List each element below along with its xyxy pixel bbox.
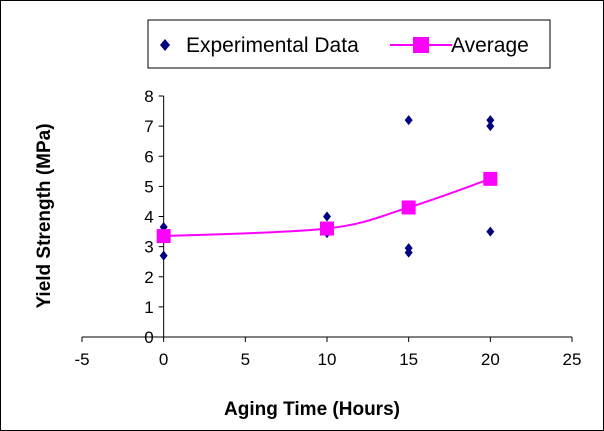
average-point xyxy=(483,171,498,186)
experimental-point xyxy=(486,226,495,237)
y-tick-label: 2 xyxy=(144,268,153,287)
plot-area: -5 0 5 10 15 20 25 0 1 2 3 4 5 6 7 8 xyxy=(74,87,581,369)
x-tick-label: 20 xyxy=(481,350,500,369)
y-tick-label: 1 xyxy=(144,298,153,317)
y-axis-title: Yield Strength (MPa) xyxy=(34,123,55,308)
legend-square-marker xyxy=(413,37,429,53)
x-tick-label: 0 xyxy=(159,350,168,369)
experimental-point xyxy=(404,247,413,258)
x-tick-label: 5 xyxy=(241,350,250,369)
x-tick-group: -5 0 5 10 15 20 25 xyxy=(74,337,581,369)
x-tick-label: -5 xyxy=(74,350,89,369)
legend-label-experimental: Experimental Data xyxy=(186,34,359,57)
experimental-point xyxy=(404,115,413,126)
experimental-point xyxy=(159,250,168,261)
y-tick-label: 3 xyxy=(144,238,153,257)
average-series-line xyxy=(163,177,491,238)
experimental-point xyxy=(323,211,331,222)
x-tick-label: 25 xyxy=(563,350,582,369)
x-tick-label: 15 xyxy=(399,350,418,369)
legend-diamond-marker xyxy=(160,39,170,51)
legend: Experimental Data Average xyxy=(147,19,551,69)
y-tick-label: 7 xyxy=(144,117,153,136)
average-point xyxy=(320,221,334,236)
y-tick-label: 0 xyxy=(144,328,153,347)
y-tick-label: 8 xyxy=(144,87,153,106)
legend-box xyxy=(147,19,551,69)
experimental-point xyxy=(486,121,495,132)
y-tick-label: 4 xyxy=(144,208,153,227)
y-tick-group: 0 1 2 3 4 5 6 7 8 xyxy=(144,87,164,347)
y-tick-label: 6 xyxy=(144,147,153,166)
average-point xyxy=(156,229,171,244)
experimental-point xyxy=(486,115,495,126)
x-tick-label: 10 xyxy=(318,350,337,369)
legend-label-average: Average xyxy=(451,34,529,57)
x-axis-title: Aging Time (Hours) xyxy=(224,399,400,420)
y-tick-label: 5 xyxy=(144,177,153,196)
average-data-points xyxy=(156,171,498,244)
average-point xyxy=(401,200,416,215)
